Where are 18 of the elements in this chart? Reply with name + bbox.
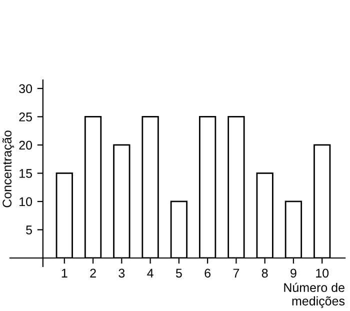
x-tick-label: 6 [204,268,210,278]
x-tick-label: 4 [147,268,154,278]
x-tick-label: 2 [90,268,96,278]
x-tick-label: 9 [290,268,296,278]
y-tick-label: 5 [26,226,32,234]
y-tick-label: 30 [19,84,32,94]
x-tick-label: 5 [176,268,182,278]
y-tick-label: 25 [19,112,32,122]
y-tick-label: 15 [20,169,32,178]
y-tick-label: 20 [19,140,32,150]
x-tick-label: 3 [118,268,125,278]
x-tick-label: 8 [262,268,268,278]
x-tick-label: 7 [233,268,240,278]
x-tick-label: 1 [62,268,68,278]
x-tick-label: 10 [316,268,329,278]
y-axis-title: Concentração [2,130,14,208]
x-axis-title: Número de medições [284,282,345,308]
y-tick-label: 10 [20,197,32,206]
